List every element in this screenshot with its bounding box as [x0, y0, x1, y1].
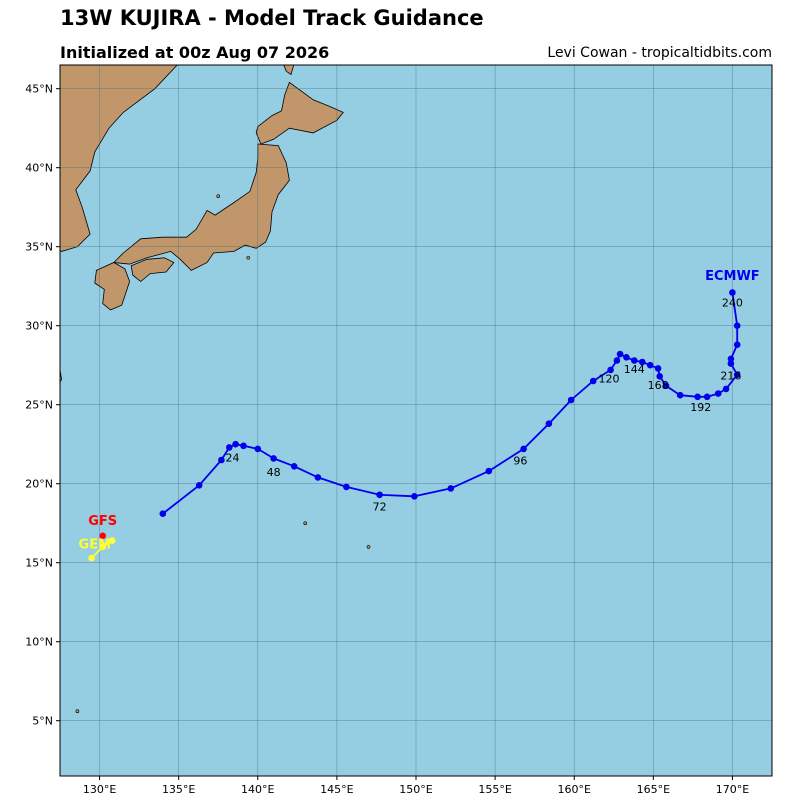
- x-tick-label: 140°E: [241, 783, 274, 796]
- ecmwf-track-point: [411, 493, 418, 500]
- china-korea-mainland: [60, 65, 178, 252]
- shikoku-island: [130, 257, 175, 283]
- ecmwf-track-point: [631, 357, 638, 364]
- ecmwf-track-point: [616, 350, 624, 358]
- ecmwf-track-point: [218, 456, 225, 464]
- x-tick-label: 170°E: [716, 783, 749, 796]
- ecmwf-track-point: [722, 385, 730, 393]
- x-tick-label: 155°E: [478, 783, 511, 796]
- ecmwf-hour-label: 96: [513, 455, 527, 468]
- ecmwf-track-point: [376, 491, 383, 499]
- ecmwf-track-point: [270, 455, 277, 462]
- gem-track-point: [108, 537, 116, 544]
- gfs-track-point: [99, 532, 106, 540]
- small-island-4: [303, 521, 308, 526]
- ecmwf-track-point: [240, 442, 247, 450]
- ecmwf-track-point: [254, 445, 262, 453]
- ecmwf-track-point: [226, 444, 233, 451]
- ecmwf-hour-label: 240: [722, 297, 743, 310]
- ecmwf-track-point: [676, 391, 684, 399]
- map-frame: [59, 64, 773, 777]
- gem-track-point: [99, 543, 106, 551]
- y-tick-label: 30°N: [25, 320, 53, 333]
- y-tick-label: 35°N: [25, 241, 53, 254]
- ecmwf-track-point: [729, 289, 736, 296]
- x-tick-label: 130°E: [83, 783, 116, 796]
- ecmwf-track-point: [733, 371, 741, 379]
- ecmwf-track-point: [607, 366, 614, 374]
- y-tick-label: 20°N: [25, 478, 53, 491]
- ecmwf-track-point: [714, 390, 722, 397]
- ecmwf-track-point: [662, 382, 670, 390]
- ecmwf-track-point: [232, 440, 239, 448]
- small-island-1: [216, 194, 221, 198]
- china-coast-lower: [60, 269, 61, 279]
- y-tick-label: 15°N: [25, 557, 53, 570]
- ecmwf-track-point: [485, 467, 493, 475]
- grid-lines: [60, 65, 772, 776]
- y-tick-label: 10°N: [25, 636, 53, 649]
- ecmwf-track-point: [733, 341, 741, 349]
- chart-subtitle: Initialized at 00z Aug 07 2026: [60, 43, 330, 62]
- ecmwf-hour-label: 120: [599, 373, 620, 386]
- ecmwf-track-point: [343, 483, 350, 491]
- ecmwf-track-point: [613, 357, 621, 364]
- ecmwf-track-point: [733, 322, 741, 330]
- ecmwf-hour-label: 192: [690, 401, 711, 414]
- ecmwf-track-point: [520, 445, 527, 453]
- ecmwf-track-point: [694, 393, 701, 401]
- gem-model-label: GEM: [79, 538, 112, 553]
- ecmwf-hour-label: 24: [226, 452, 240, 465]
- x-tick-label: 150°E: [399, 783, 432, 796]
- ecmwf-track-point: [623, 354, 630, 361]
- ecmwf-track-point: [545, 420, 553, 428]
- y-tick-label: 40°N: [25, 162, 53, 175]
- chart-title: 13W KUJIRA - Model Track Guidance: [60, 6, 484, 30]
- ecmwf-track-point: [195, 482, 203, 489]
- x-tick-label: 165°E: [637, 783, 670, 796]
- ecmwf-model-label: ECMWF: [705, 269, 760, 284]
- x-tick-label: 135°E: [162, 783, 195, 796]
- y-tick-label: 45°N: [25, 83, 53, 96]
- ecmwf-track-point: [646, 361, 654, 369]
- gem-track-point: [88, 554, 95, 562]
- ecmwf-track-point: [589, 377, 597, 385]
- ecmwf-track-point: [727, 355, 735, 363]
- small-island-5: [366, 545, 371, 549]
- x-tick-label: 145°E: [320, 783, 353, 796]
- ecmwf-track-point: [727, 360, 735, 367]
- honshu-island: [112, 143, 290, 271]
- ecmwf-track-point: [447, 485, 455, 492]
- ecmwf-track-point: [639, 358, 646, 366]
- x-tick-label: 160°E: [557, 783, 590, 796]
- ecmwf-hour-label: 72: [373, 501, 387, 514]
- hokkaido-island: [255, 81, 344, 145]
- land-layer: [60, 59, 371, 714]
- track-layer: [88, 289, 741, 562]
- ecmwf-track-point: [159, 510, 167, 517]
- ecmwf-track-point: [290, 463, 298, 470]
- ecmwf-hour-label: 216: [720, 369, 741, 382]
- ecmwf-track-point: [314, 474, 322, 481]
- ecmwf-track-line: [162, 292, 739, 515]
- small-island-3: [75, 709, 80, 714]
- y-tick-label: 25°N: [25, 399, 53, 412]
- ecmwf-track-point: [567, 396, 575, 404]
- y-tick-label: 5°N: [32, 715, 53, 728]
- ecmwf-hour-label: 168: [648, 379, 669, 392]
- axis-ticks: 130°E 135°E 140°E 145°E 150°E 155°E 160°E 165°E…: [25, 83, 749, 796]
- gfs-model-label: GFS: [88, 514, 117, 529]
- ecmwf-track-point: [656, 373, 663, 380]
- chart-credit: Levi Cowan - tropicaltidbits.com: [547, 45, 772, 61]
- sakhalin-island: [283, 65, 295, 76]
- small-island-2: [246, 255, 251, 260]
- ecmwf-hour-label: 144: [624, 363, 645, 376]
- small-island-0: [313, 59, 316, 62]
- ecmwf-hour-label: 48: [267, 466, 281, 479]
- ecmwf-track-point: [654, 365, 662, 372]
- ecmwf-track-point: [703, 393, 711, 401]
